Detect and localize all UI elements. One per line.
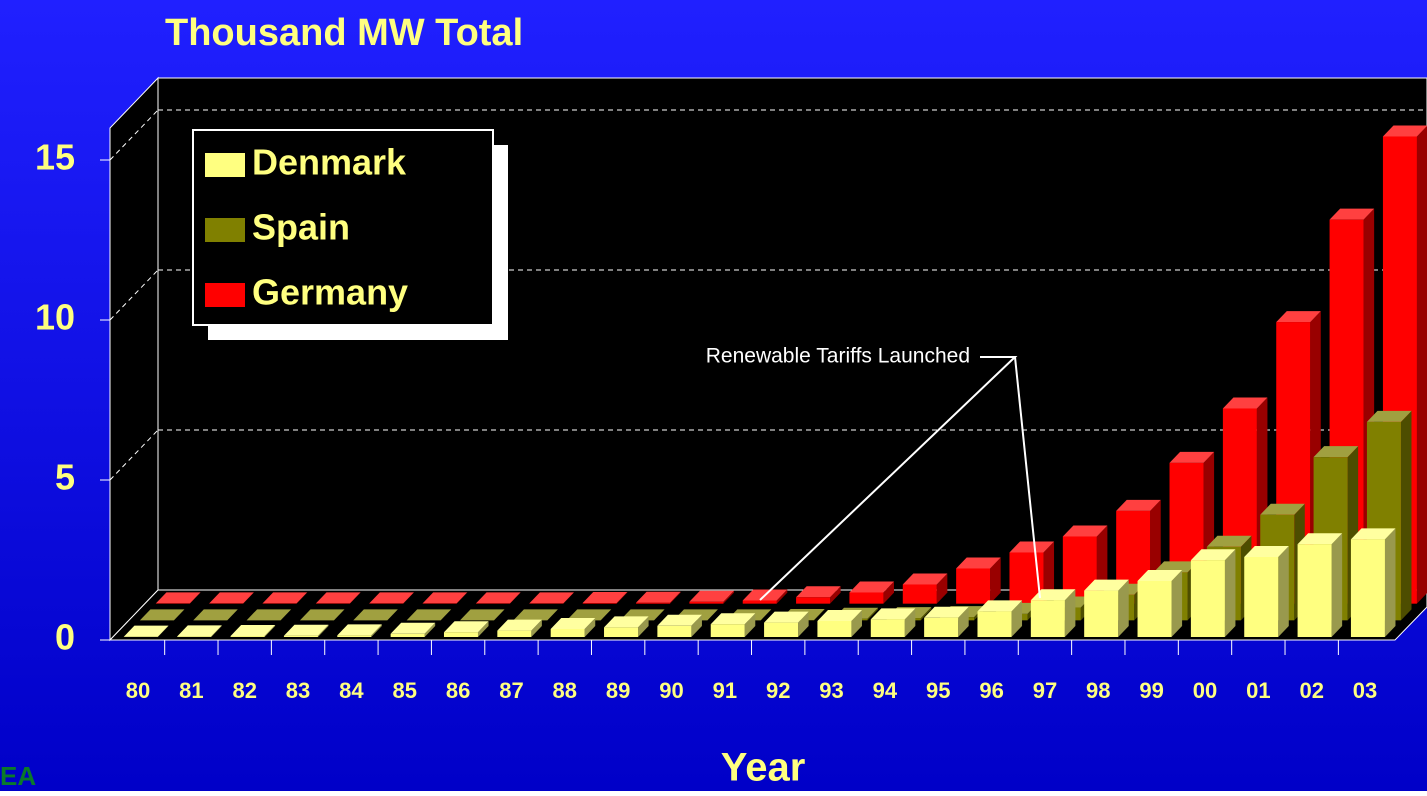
bar [924, 607, 969, 637]
legend-swatch [205, 218, 245, 242]
bar-front [903, 584, 937, 603]
bar-front [689, 602, 723, 604]
y-tick-label: 10 [35, 297, 75, 338]
bar-front [583, 603, 617, 604]
x-tick-label: 03 [1353, 678, 1377, 703]
y-tick-label: 0 [55, 617, 75, 658]
x-tick-label: 87 [499, 678, 523, 703]
bar-front [817, 621, 851, 637]
bar-front [924, 618, 958, 637]
x-tick-label: 85 [393, 678, 417, 703]
x-tick-label: 90 [659, 678, 683, 703]
legend-label: Spain [252, 207, 350, 248]
bar [817, 610, 862, 637]
bar-front [1031, 600, 1065, 637]
bar [1244, 546, 1289, 637]
x-tick-label: 91 [713, 678, 737, 703]
bar-front [636, 603, 670, 604]
bar [1191, 549, 1236, 637]
legend-label: Denmark [252, 142, 407, 183]
legend-swatch [205, 283, 245, 307]
bar-side [1225, 549, 1236, 637]
bar-front [231, 636, 265, 637]
bar-front [796, 597, 830, 603]
bar-front [743, 600, 777, 603]
legend-swatch [205, 153, 245, 177]
x-tick-label: 96 [979, 678, 1003, 703]
bar [1084, 580, 1129, 637]
x-tick-label: 99 [1139, 678, 1163, 703]
bar-front [1351, 539, 1385, 637]
bar-side [1385, 528, 1396, 637]
legend: Denmark Spain Germany [193, 130, 508, 340]
bar-front [1084, 591, 1118, 637]
legend-label: Germany [252, 272, 408, 313]
bar-side [1172, 570, 1183, 637]
x-tick-label: 97 [1033, 678, 1057, 703]
x-tick-label: 86 [446, 678, 470, 703]
x-tick-label: 98 [1086, 678, 1110, 703]
bar-front [391, 634, 425, 637]
x-tick-label: 94 [873, 678, 898, 703]
side-wall [110, 78, 158, 640]
x-tick-label: 01 [1246, 678, 1270, 703]
x-axis-label: Year [721, 746, 806, 790]
bar [977, 600, 1022, 637]
bar [1298, 533, 1343, 637]
x-tick-label: 93 [819, 678, 843, 703]
bar-front [337, 635, 371, 637]
bar-front [1298, 544, 1332, 637]
bar-side [1278, 546, 1289, 637]
bar [903, 573, 948, 603]
bar-front [177, 636, 211, 637]
bar [871, 608, 916, 637]
bar-front [657, 626, 691, 637]
bar-front [956, 568, 990, 603]
bar-front [604, 627, 638, 637]
bar-front [977, 611, 1011, 637]
bar [1031, 589, 1076, 637]
x-tick-label: 84 [339, 678, 364, 703]
bar-front [444, 632, 478, 637]
y-tick-label: 5 [55, 457, 75, 498]
x-tick-label: 83 [286, 678, 310, 703]
bar-front [849, 592, 883, 603]
bar-front [284, 636, 318, 637]
bar-front [871, 619, 905, 637]
x-tick-label: 00 [1193, 678, 1217, 703]
bar-front [1244, 557, 1278, 637]
bar-front [711, 624, 745, 637]
x-tick-label: 95 [926, 678, 950, 703]
bar-front [551, 629, 585, 637]
x-tick-label: 80 [126, 678, 150, 703]
bar [1138, 570, 1183, 637]
bar [1351, 528, 1396, 637]
bar [956, 557, 1001, 603]
x-tick-label: 92 [766, 678, 790, 703]
bar-front [497, 631, 531, 637]
x-tick-label: 02 [1299, 678, 1323, 703]
x-tick-label: 89 [606, 678, 630, 703]
bar-side [1417, 125, 1427, 603]
x-tick-label: 82 [232, 678, 256, 703]
chart-title: Thousand MW Total [165, 12, 523, 54]
bar-front [1191, 560, 1225, 637]
annotation: Renewable Tariffs Launched [706, 345, 970, 368]
x-tick-label: 81 [179, 678, 203, 703]
logo-box [0, 760, 45, 791]
bar-side [1401, 411, 1412, 620]
bar-front [764, 623, 798, 637]
x-tick-label: 88 [553, 678, 577, 703]
bar-side [1332, 533, 1343, 637]
y-tick-label: 15 [35, 137, 75, 178]
bar-front [1138, 581, 1172, 637]
